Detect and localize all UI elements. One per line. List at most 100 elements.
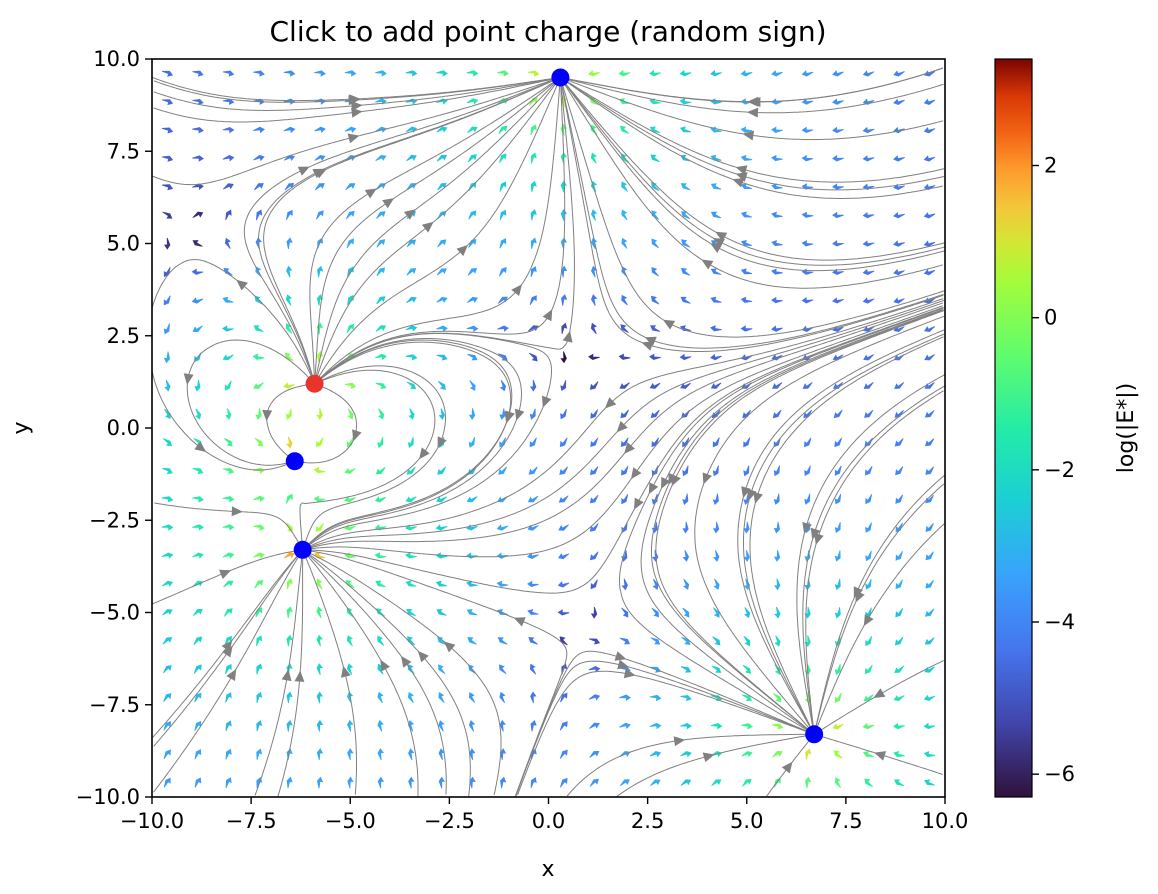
- field-arrow: [499, 238, 507, 249]
- field-arrow: [436, 126, 448, 133]
- field-arrow: [712, 465, 719, 477]
- x-axis: −10.0 −7.5 −5.0 −2.5 0.0 2.5 5.0 7.5 10.0: [120, 797, 968, 833]
- field-arrow: [408, 776, 415, 789]
- streamline-arrowhead: [614, 651, 627, 661]
- field-arrow: [376, 239, 386, 248]
- field-arrow: [192, 240, 203, 247]
- field-arrow: [804, 465, 811, 477]
- field-arrow: [436, 496, 447, 503]
- field-arrow: [801, 297, 814, 304]
- negative-charge-marker[interactable]: [805, 725, 824, 744]
- field-arrow: [466, 98, 479, 105]
- field-arrow: [710, 296, 722, 303]
- field-arrow: [832, 183, 844, 190]
- field-arrow: [590, 265, 598, 278]
- field-arrow: [774, 578, 781, 591]
- field-arrow: [893, 98, 905, 105]
- field-arrow: [498, 664, 507, 675]
- field-arrow: [376, 296, 386, 305]
- negative-charge-marker[interactable]: [551, 68, 570, 87]
- field-arrow: [163, 351, 171, 364]
- negative-charge-marker[interactable]: [285, 452, 304, 471]
- field-arrow: [679, 126, 692, 133]
- field-arrow: [742, 664, 751, 674]
- field-arrow: [500, 776, 507, 789]
- field-arrow: [682, 493, 689, 506]
- field-arrow: [801, 98, 814, 105]
- field-arrow: [771, 296, 783, 304]
- field-arrow: [499, 408, 506, 420]
- field-arrow: [467, 126, 478, 134]
- field-arrow: [682, 465, 689, 477]
- field-arrow: [680, 751, 692, 758]
- field-arrow: [590, 237, 598, 250]
- field-arrow: [499, 379, 507, 392]
- field-arrow: [895, 494, 904, 504]
- plot-background[interactable]: [152, 59, 945, 797]
- field-arrow: [893, 240, 905, 247]
- field-arrow: [865, 550, 872, 562]
- field-arrow: [468, 408, 476, 421]
- y-axis-label: y: [9, 421, 34, 434]
- field-arrow: [222, 296, 234, 303]
- field-arrow: [740, 325, 753, 332]
- field-arrow: [468, 437, 476, 448]
- field-arrow: [589, 722, 600, 729]
- field-arrow: [832, 723, 844, 730]
- field-arrow: [466, 580, 478, 587]
- streamline-arrowhead: [417, 650, 429, 663]
- field-arrow: [925, 579, 934, 589]
- field-arrow: [374, 496, 387, 503]
- field-arrow: [771, 268, 783, 275]
- field-arrow: [618, 69, 631, 77]
- field-arrow: [222, 496, 235, 503]
- field-arrow: [713, 578, 720, 590]
- field-arrow: [436, 296, 448, 303]
- streamline-arrowhead: [231, 506, 243, 517]
- field-arrow: [162, 609, 173, 616]
- field-arrow: [772, 409, 782, 419]
- field-arrow: [375, 466, 386, 475]
- field-arrow: [683, 578, 690, 590]
- positive-charge-marker[interactable]: [305, 374, 324, 393]
- streamline-arrowhead: [364, 188, 377, 199]
- negative-charge-marker[interactable]: [293, 540, 312, 559]
- field-arrow: [223, 580, 234, 588]
- field-arrow: [618, 353, 631, 360]
- y-tick-label: 10.0: [93, 47, 140, 71]
- field-arrow: [710, 211, 722, 219]
- charge-layer: [285, 68, 824, 744]
- streamline-arrowhead: [419, 447, 430, 460]
- field-arrow: [436, 609, 447, 616]
- field-arrow: [621, 494, 629, 505]
- field-arrow: [375, 70, 387, 77]
- streamline-arrowhead: [735, 165, 748, 175]
- field-arrow: [862, 240, 875, 247]
- field-arrow: [680, 296, 691, 304]
- field-arrow: [834, 437, 843, 448]
- streamline-arrowhead: [673, 736, 686, 747]
- field-arrow: [314, 154, 326, 162]
- field-arrow: [222, 126, 235, 134]
- field-arrow: [405, 70, 418, 77]
- field-arrow: [561, 322, 568, 335]
- field-arrow: [162, 467, 173, 475]
- field-arrow: [773, 550, 781, 562]
- field-arrow: [588, 638, 601, 645]
- field-arrow: [285, 294, 293, 306]
- streamline-arrowhead: [236, 279, 248, 291]
- field-arrow: [316, 578, 323, 590]
- field-arrow: [499, 209, 507, 221]
- field-arrow: [649, 353, 661, 360]
- field-arrow: [499, 153, 507, 164]
- field-arrow: [588, 70, 600, 77]
- field-arrow: [740, 239, 753, 246]
- y-tick-label: 5.0: [107, 232, 140, 256]
- field-arrow: [405, 580, 417, 587]
- field-arrow: [529, 408, 536, 420]
- field-arrow: [590, 152, 597, 164]
- field-arrow: [163, 693, 172, 702]
- field-arrow: [862, 70, 875, 77]
- field-arrow: [192, 211, 204, 218]
- field-arrow: [222, 524, 235, 531]
